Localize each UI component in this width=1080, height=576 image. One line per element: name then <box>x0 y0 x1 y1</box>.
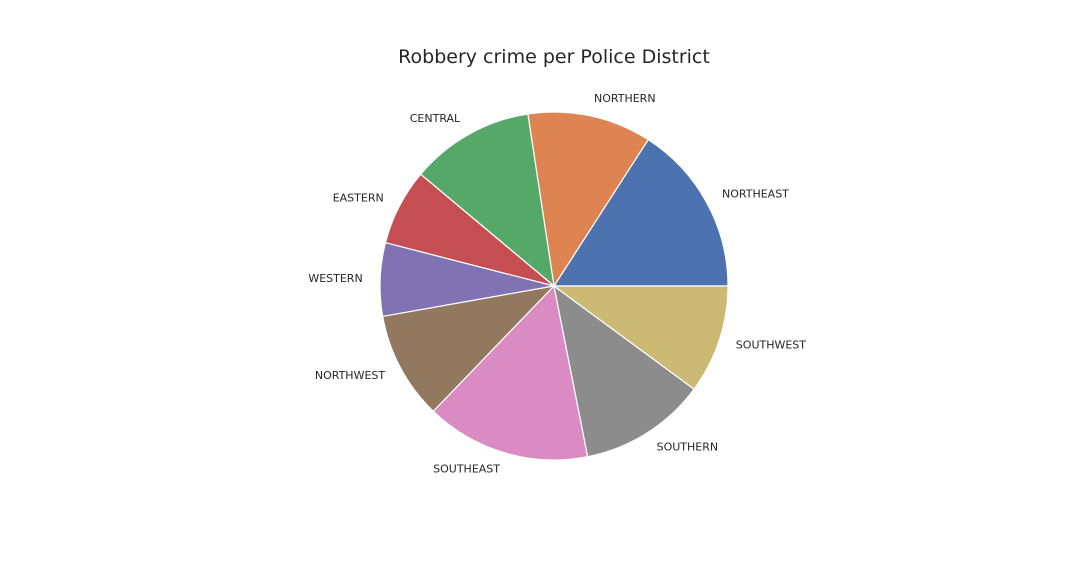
slice-label-northern: NORTHERN <box>594 92 656 105</box>
slice-label-northwest: NORTHWEST <box>315 369 386 382</box>
slice-label-southern: SOUTHERN <box>657 441 719 454</box>
slice-label-western: WESTERN <box>308 272 362 285</box>
pie-slice-northwest <box>381 285 556 413</box>
pie-labels: NORTHEAST NORTHERN CENTRAL EASTERN WESTERN NO… <box>308 92 806 476</box>
pie-slice-southwest <box>552 285 729 390</box>
pie-slice-northeast <box>552 138 729 287</box>
pie-slice-southeast <box>432 284 589 461</box>
slice-label-southwest: SOUTHWEST <box>736 339 806 352</box>
pie-slice-central <box>419 113 555 288</box>
slice-label-central: CENTRAL <box>410 112 461 125</box>
slice-label-eastern: EASTERN <box>333 192 384 205</box>
pie-slices <box>379 111 729 461</box>
slice-label-northeast: NORTHEAST <box>722 187 789 200</box>
chart-title: Robbery crime per Police District <box>398 46 710 68</box>
pie-slice-southern <box>553 284 695 458</box>
slice-label-southeast: SOUTHEAST <box>433 463 500 476</box>
pie-slice-northern <box>527 111 649 288</box>
